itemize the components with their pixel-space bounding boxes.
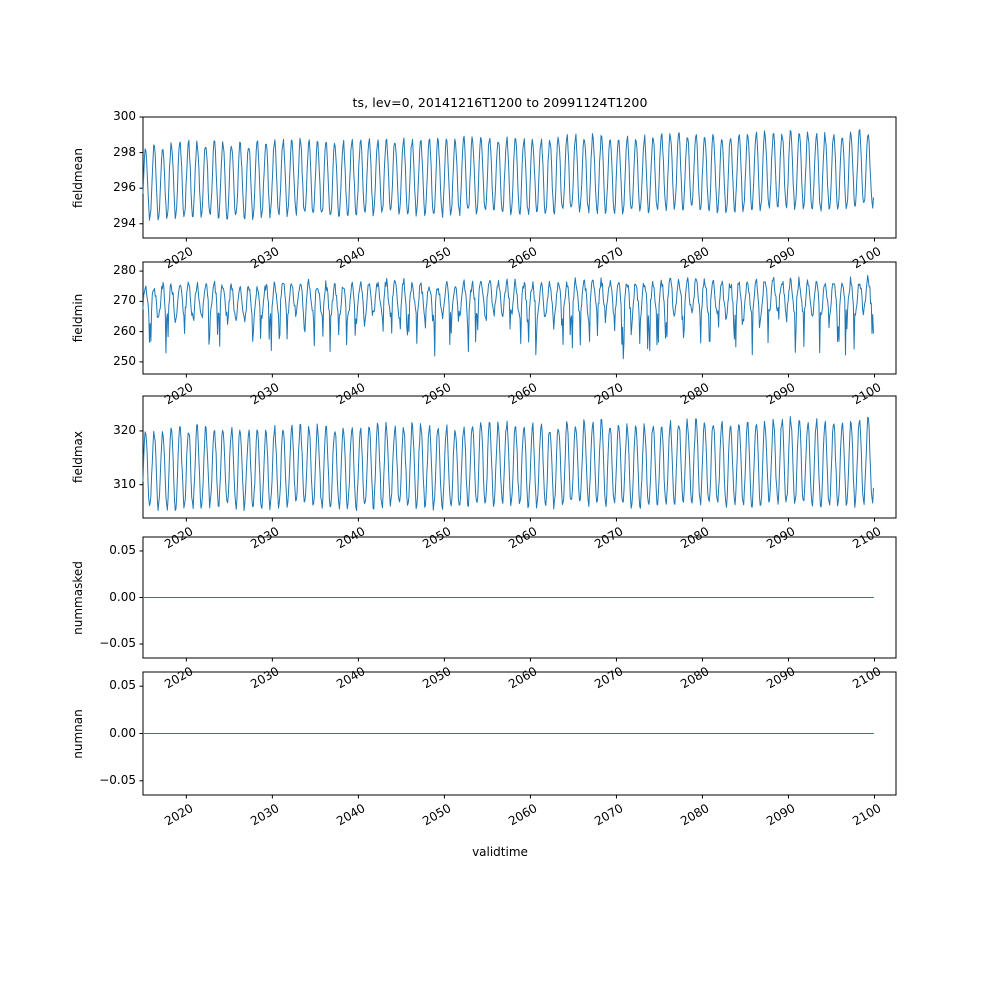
y-tick-label-numnan: 0.00 [109,725,136,740]
axes-frame-fieldmax [142,395,897,519]
y-tick-label-numnan: 0.05 [109,678,136,693]
y-tick-label-fieldmean: 300 [113,109,136,123]
series-line-fieldmin [142,274,874,360]
y-tick-label-fieldmin: 260 [113,323,136,338]
series-line-fieldmean [142,129,874,221]
y-tick-label-nummasked: 0.00 [109,589,136,604]
axes-frame-fieldmin [142,261,897,375]
figure-title: ts, lev=0, 20141216T1200 to 20991124T120… [352,95,648,110]
y-tick-label-fieldmax: 320 [113,422,136,437]
series-line-fieldmax [142,416,874,511]
y-tick-label-fieldmin: 250 [113,353,136,368]
y-tick-label-fieldmean: 294 [113,215,136,230]
y-tick-label-fieldmean: 298 [113,144,136,159]
y-tick-label-fieldmean: 296 [113,180,136,195]
y-tick-label-numnan: −0.05 [99,772,136,787]
y-tick-label-fieldmin: 270 [113,293,136,308]
y-axis-label-numnan: numnan [71,708,85,759]
y-axis-label-fieldmax: fieldmax [71,430,85,484]
y-axis-label-nummasked: nummasked [71,560,85,635]
x-axis-label: validtime [472,845,528,859]
y-axis-label-fieldmean: fieldmean [71,147,85,208]
y-tick-label-nummasked: 0.05 [109,542,136,557]
y-tick-label-fieldmin: 280 [113,263,136,278]
y-tick-label-nummasked: −0.05 [99,636,136,651]
y-axis-label-fieldmin: fieldmin [71,293,85,343]
y-tick-label-fieldmax: 310 [113,476,136,491]
axes-frame-fieldmean [142,116,897,239]
